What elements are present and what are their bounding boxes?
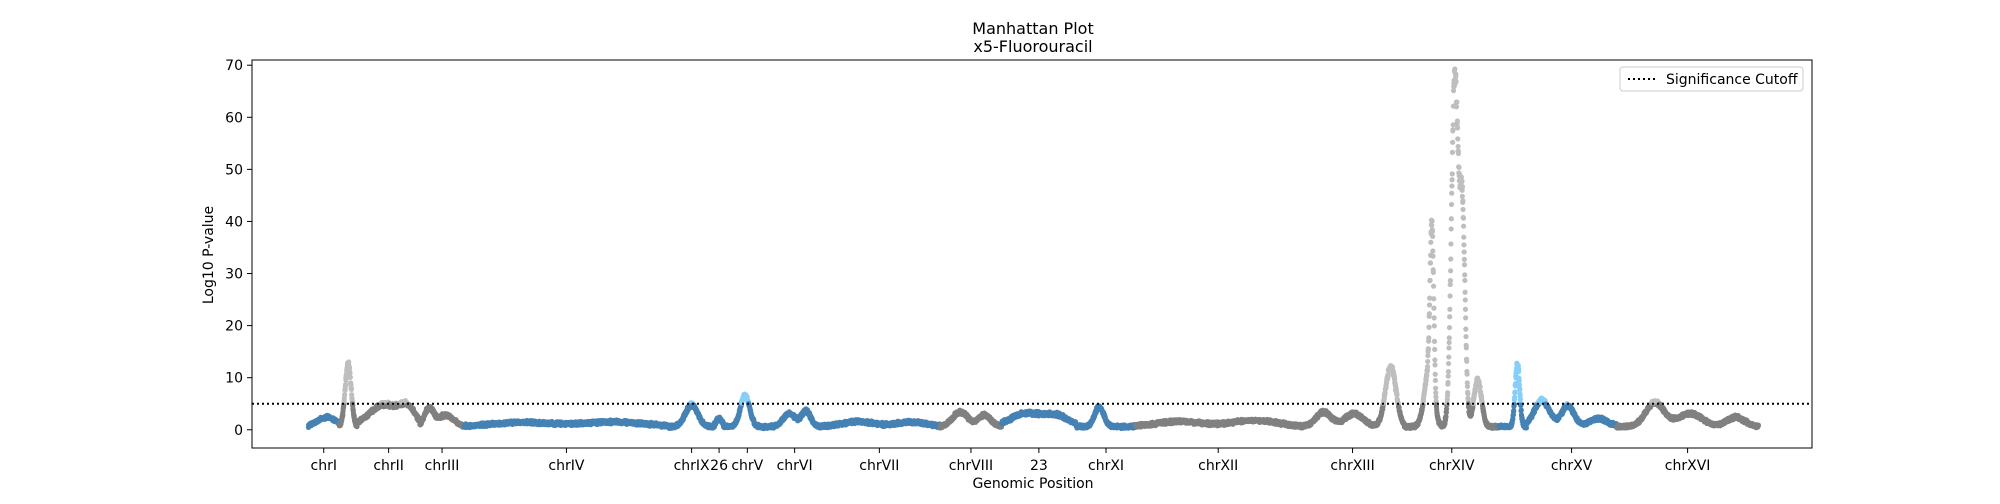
data-points — [305, 66, 1761, 432]
data-point — [342, 391, 348, 398]
data-point — [348, 386, 355, 392]
chart-title: Manhattan Plot — [972, 19, 1093, 38]
data-point — [343, 381, 349, 388]
data-point — [347, 365, 353, 371]
chart-subtitle: x5-Fluorouracil — [973, 37, 1092, 56]
data-point — [343, 377, 349, 383]
x-axis-label: Genomic Position — [972, 476, 1093, 492]
y-axis-label: Log10 P-value — [201, 206, 217, 304]
data-point — [347, 374, 353, 381]
